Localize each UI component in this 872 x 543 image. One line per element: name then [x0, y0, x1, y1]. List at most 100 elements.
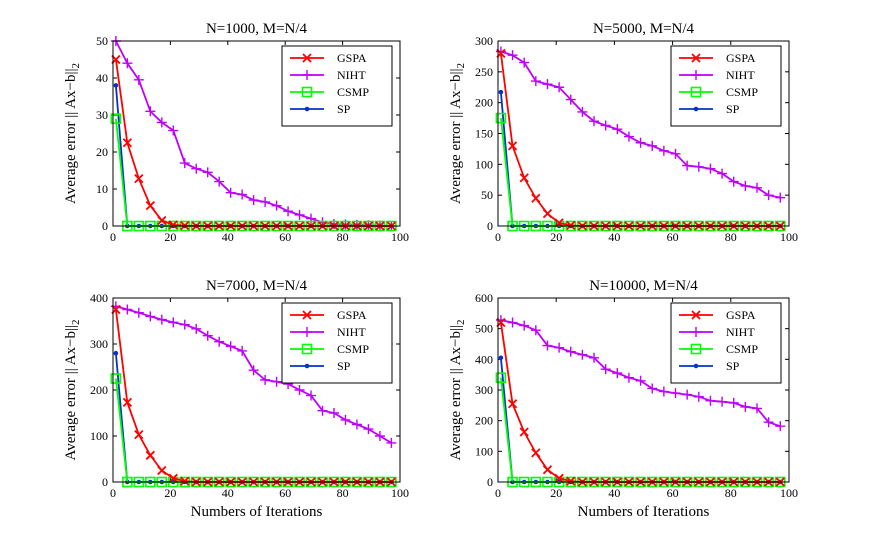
- legend-box: [281, 302, 393, 384]
- y-tick-label: 250: [475, 65, 493, 79]
- y-axis-label-text: Average error || Ax−b||: [63, 68, 79, 204]
- x-tick-label: 0: [110, 230, 116, 244]
- data-point-niht: [202, 330, 213, 341]
- data-point-niht: [191, 163, 202, 174]
- panel-3: N=7000, M=N/4 0 20 40 60 80 100 0 100 200 300 400 Av…: [63, 278, 409, 520]
- data-point-niht: [717, 396, 728, 407]
- chart-title: N=5000, M=N/4: [593, 21, 695, 37]
- data-point-niht: [179, 319, 190, 330]
- plot-frame: [497, 40, 790, 227]
- data-point-niht: [751, 403, 762, 414]
- data-point-niht: [635, 375, 646, 386]
- x-tick-label: 100: [780, 230, 798, 244]
- data-point-gspa: [157, 465, 167, 476]
- data-point-niht: [225, 341, 236, 352]
- data-point-niht: [519, 57, 530, 68]
- data-point-sp: [498, 89, 504, 95]
- y-tick-label: 200: [90, 383, 108, 397]
- data-point-niht: [565, 94, 576, 105]
- x-tick-label: 80: [725, 486, 737, 500]
- data-point-niht: [530, 76, 541, 87]
- series-csmp: [495, 112, 786, 232]
- y-axis-label: Average error || Ax−b||2: [63, 319, 82, 460]
- data-point-niht: [542, 79, 553, 90]
- data-point-niht: [133, 74, 144, 85]
- legend-marker-gspa: [691, 310, 701, 320]
- series-line-csmp: [115, 378, 392, 483]
- data-point-niht: [248, 195, 259, 206]
- y-tick-label: 200: [475, 96, 493, 110]
- y-tick-label: 300: [475, 34, 493, 48]
- data-point-niht: [577, 349, 588, 360]
- data-point-niht: [214, 336, 225, 347]
- data-point-niht: [168, 317, 179, 328]
- legend-label-gspa: GSPA: [337, 51, 367, 65]
- legend-marker-gspa: [691, 53, 701, 63]
- series-line-csmp: [115, 118, 392, 227]
- y-tick-label: 50: [96, 34, 108, 48]
- data-point-niht: [168, 125, 179, 136]
- y-tick-label: 400: [90, 291, 108, 305]
- data-point-niht: [156, 117, 167, 128]
- series-niht: [495, 315, 786, 432]
- data-point-gspa: [134, 174, 144, 184]
- x-tick-label: 60: [279, 230, 291, 244]
- data-point-niht: [658, 145, 669, 156]
- data-point-niht: [271, 376, 282, 387]
- data-point-gspa: [519, 173, 529, 183]
- data-point-niht: [728, 176, 739, 187]
- data-point-niht: [728, 397, 739, 408]
- data-point-niht: [145, 311, 156, 322]
- y-axis-label: Average error || Ax−b||2: [448, 63, 467, 204]
- plot-frame: [497, 297, 790, 483]
- legend-label-sp: SP: [337, 102, 351, 116]
- data-point-niht: [179, 158, 190, 169]
- x-tick-label: 40: [222, 486, 234, 500]
- data-point-gspa: [180, 476, 190, 486]
- chart-title: N=7000, M=N/4: [206, 278, 308, 294]
- legend-marker-niht: [302, 327, 312, 337]
- legend-label-csmp: CSMP: [726, 85, 758, 99]
- y-axis-label: Average error || Ax−b||2: [448, 319, 467, 460]
- data-point-niht: [122, 58, 133, 69]
- data-point-niht: [507, 50, 518, 61]
- data-point-niht: [237, 189, 248, 200]
- data-point-niht: [589, 352, 600, 363]
- legend: GSPA NIHT CSMP SP: [670, 45, 782, 127]
- data-point-niht: [283, 206, 294, 217]
- x-tick-label: 80: [725, 230, 737, 244]
- series-csmp: [110, 113, 397, 232]
- data-point-gspa: [566, 476, 576, 486]
- data-point-niht: [623, 372, 634, 383]
- x-axis-label: Numbers of Iterations: [578, 504, 710, 520]
- y-axis-label: Average error || Ax−b||2: [63, 63, 82, 204]
- data-point-niht: [670, 148, 681, 159]
- legend-label-gspa: GSPA: [726, 51, 756, 65]
- panel-2: N=5000, M=N/4 0 20 40 60 80 100 0 50 100 150 200 250…: [448, 21, 798, 244]
- data-point-niht: [145, 106, 156, 117]
- legend: GSPA NIHT CSMP SP: [670, 302, 782, 384]
- y-tick-label: 100: [90, 429, 108, 443]
- legend: GSPA NIHT CSMP SP: [281, 45, 393, 127]
- legend-label-niht: NIHT: [337, 325, 366, 339]
- legend-box: [670, 302, 782, 384]
- data-point-niht: [623, 131, 634, 142]
- data-point-gspa: [507, 399, 518, 409]
- data-point-niht: [363, 424, 374, 435]
- data-point-niht: [565, 346, 576, 357]
- y-tick-label: 500: [475, 322, 493, 336]
- data-point-sp: [113, 83, 119, 88]
- x-tick-label: 40: [608, 486, 620, 500]
- plot-frame: [112, 297, 401, 483]
- legend-label-csmp: CSMP: [337, 342, 369, 356]
- data-point-csmp: [495, 112, 507, 124]
- y-tick-label: 200: [475, 414, 493, 428]
- data-point-niht: [682, 160, 693, 171]
- data-point-gspa: [566, 220, 576, 231]
- x-tick-label: 60: [667, 230, 679, 244]
- data-point-gspa: [134, 429, 144, 440]
- data-point-niht: [351, 419, 362, 430]
- legend-marker-csmp: [301, 86, 313, 98]
- y-axis-label-text: Average error || Ax−b||: [448, 68, 464, 204]
